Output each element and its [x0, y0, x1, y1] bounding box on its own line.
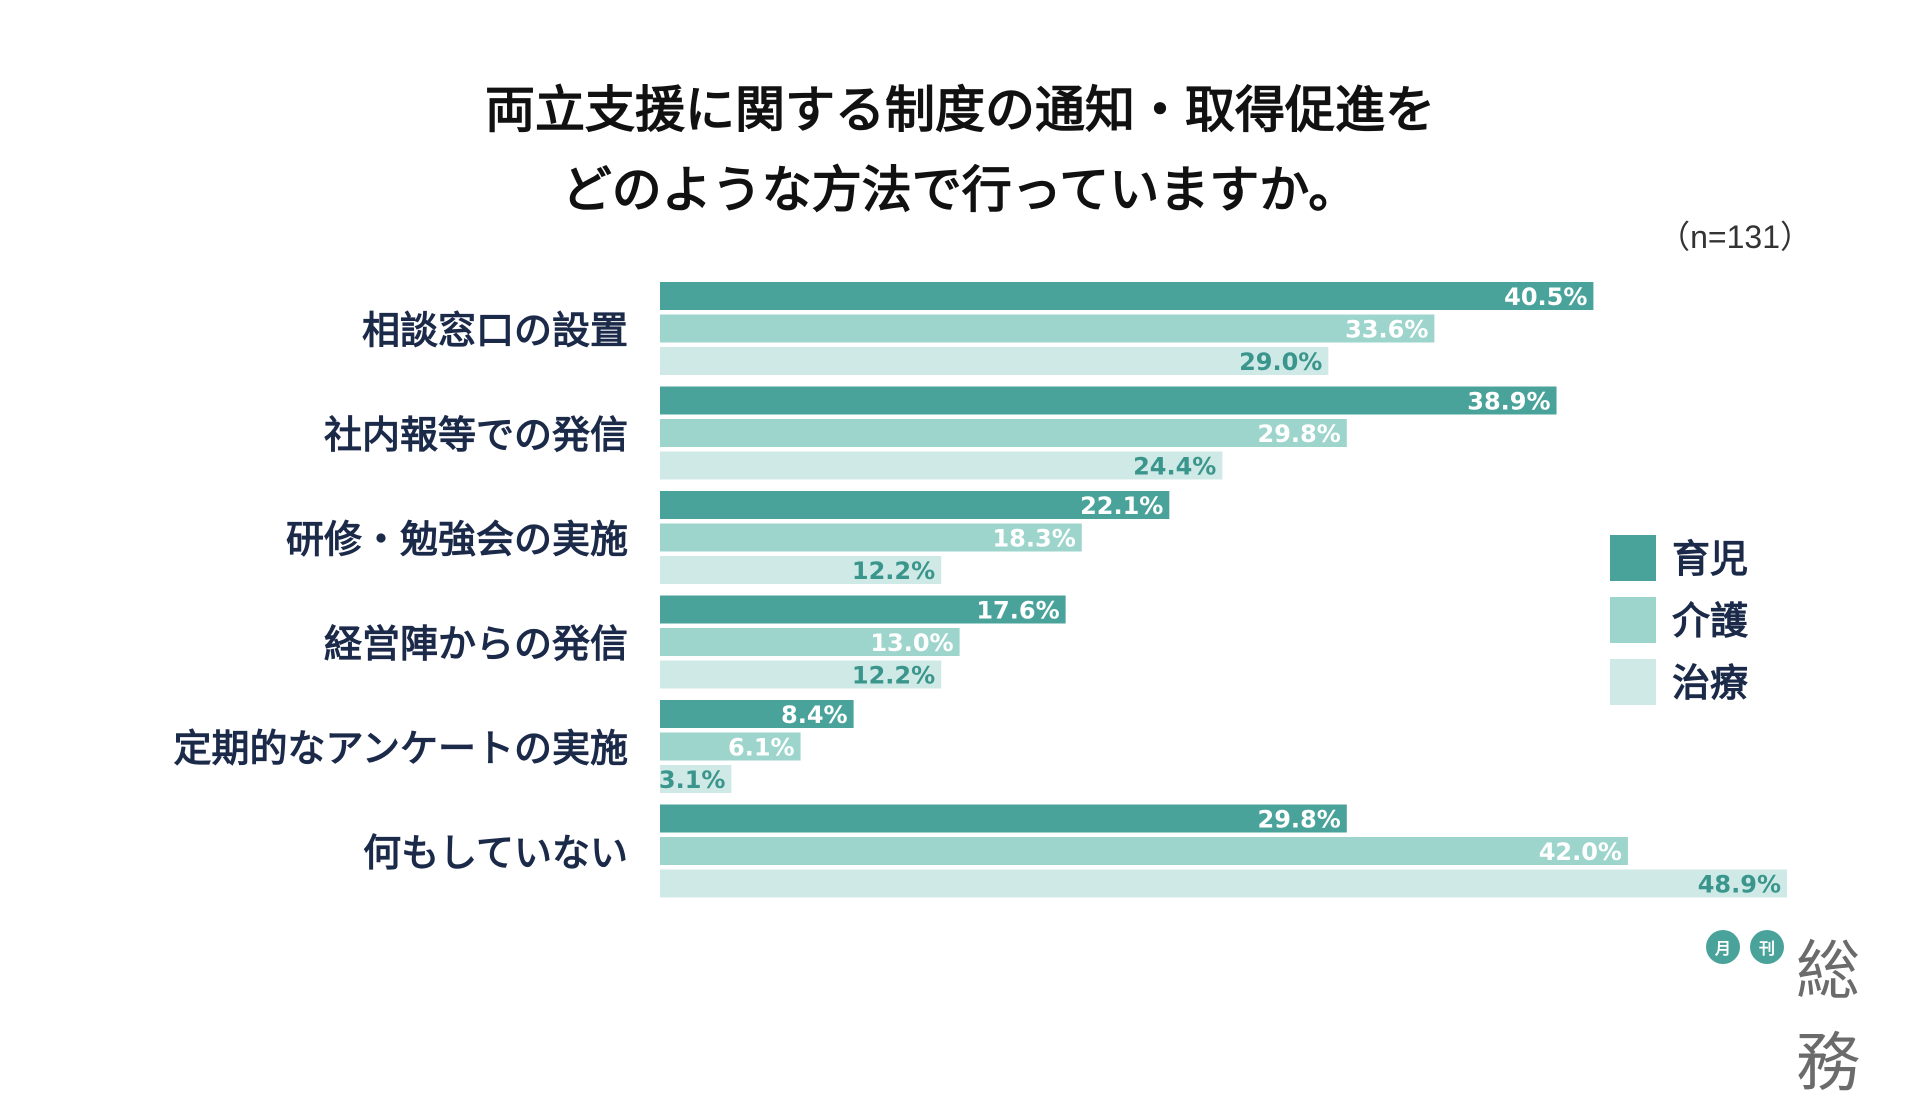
bar-5-2 — [660, 869, 1787, 898]
bar-value-label-5-2: 48.9% — [1698, 871, 1781, 899]
bar-5-0 — [660, 804, 1347, 833]
logo-wordmark: 総務 — [1796, 935, 1860, 1101]
bar-value-label-2-0: 22.1% — [1080, 492, 1163, 520]
bar-5-1 — [660, 837, 1628, 865]
bar-3-2 — [660, 660, 942, 689]
bar-value-label-0-0: 40.5% — [1504, 283, 1587, 311]
bar-3-1 — [660, 628, 960, 656]
category-label-4: 定期的なアンケートの実施 — [174, 727, 628, 771]
category-label-3: 経営陣からの発信 — [324, 622, 628, 666]
bar-2-0 — [660, 491, 1170, 519]
sample-size-label: （n=131） — [1658, 219, 1812, 255]
legend-swatch-1 — [1610, 597, 1656, 643]
category-label-2: 研修・勉強会の実施 — [286, 518, 628, 562]
bar-1-1 — [660, 419, 1347, 447]
bar-0-0 — [660, 282, 1594, 310]
bar-0-1 — [660, 314, 1435, 343]
chart-title-line-2: どのような方法で行っていますか。 — [561, 161, 1359, 219]
category-label-1: 社内報等での発信 — [324, 413, 628, 457]
chart-title-line-1: 両立支援に関する制度の通知・取得促進を — [485, 81, 1435, 139]
bar-value-label-4-2: 3.1% — [659, 766, 726, 794]
bar-value-label-3-2: 12.2% — [852, 662, 935, 690]
category-label-5: 何もしていない — [363, 831, 628, 875]
legend-swatch-2 — [1610, 659, 1656, 705]
bar-value-label-5-0: 29.8% — [1258, 806, 1341, 834]
bar-value-label-5-1: 42.0% — [1539, 838, 1622, 866]
bar-value-label-4-0: 8.4% — [781, 701, 848, 729]
bar-3-0 — [660, 595, 1066, 624]
logo-badge-tsuki: 月 — [1706, 930, 1740, 964]
bar-value-label-2-1: 18.3% — [992, 525, 1075, 553]
bar-2-1 — [660, 523, 1082, 552]
bar-4-0 — [660, 700, 854, 728]
bar-value-label-0-2: 29.0% — [1239, 348, 1322, 376]
bar-value-label-4-1: 6.1% — [728, 734, 795, 762]
legend-swatch-0 — [1610, 535, 1656, 581]
logo-badge-kan: 刊 — [1750, 930, 1784, 964]
bar-value-label-3-1: 13.0% — [870, 629, 953, 657]
legend-label-1: 介護 — [1672, 599, 1749, 643]
bar-value-label-1-0: 38.9% — [1467, 388, 1550, 416]
category-label-0: 相談窓口の設置 — [362, 309, 628, 353]
gekkan-soumu-logo: 月 刊 総務 — [1706, 920, 1916, 1101]
bar-1-2 — [660, 451, 1223, 480]
bar-0-2 — [660, 347, 1329, 375]
bar-2-2 — [660, 556, 942, 584]
chart-title: 両立支援に関する制度の通知・取得促進を どのような方法で行っていますか。 — [0, 70, 1920, 230]
bar-value-label-1-2: 24.4% — [1133, 453, 1216, 481]
bar-value-label-2-2: 12.2% — [852, 557, 935, 585]
bar-value-label-1-1: 29.8% — [1258, 420, 1341, 448]
bar-chart: 相談窓口の設置 40.5% 33.6% 29.0% 社内報等での発信 38.9% 29.8%… — [174, 282, 1787, 899]
bar-4-1 — [660, 732, 801, 761]
bar-1-0 — [660, 386, 1557, 415]
legend-label-2: 治療 — [1672, 661, 1749, 705]
legend-label-0: 育児 — [1672, 537, 1748, 581]
bar-value-label-0-1: 33.6% — [1345, 316, 1428, 344]
bar-value-label-3-0: 17.6% — [976, 597, 1059, 625]
bar-4-2 — [660, 765, 732, 793]
